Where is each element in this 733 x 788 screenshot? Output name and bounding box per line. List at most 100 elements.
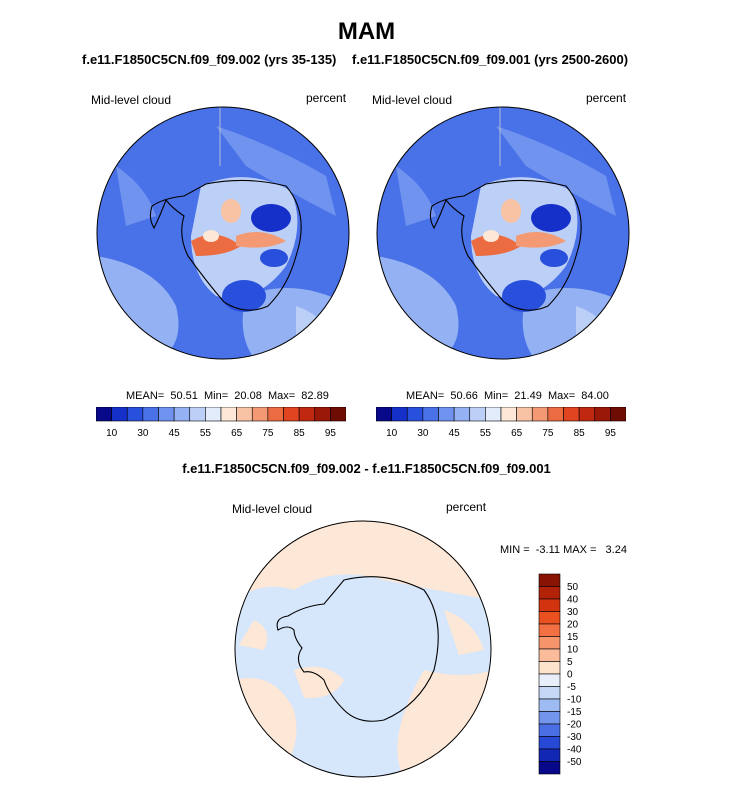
diff-colorbar-swatch — [538, 686, 561, 700]
colorbar-swatch — [205, 407, 222, 422]
diff-colorbar-swatch — [538, 711, 561, 725]
colorbar-swatch — [330, 407, 346, 422]
panel1-mean-value: 50.51 — [170, 390, 198, 402]
diff-colorbar-tick-label: 40 — [567, 595, 579, 606]
diff-colorbar-swatch — [538, 648, 561, 662]
diff-colorbar-tick-label: 5 — [567, 657, 573, 668]
panel1-stats: MEAN= 50.51 Min= 20.08 Max= 82.89 — [126, 390, 329, 402]
colorbar-swatch — [422, 407, 439, 422]
panel2-max-value: 84.00 — [581, 390, 609, 402]
colorbar-swatch — [158, 407, 175, 422]
panel2-run-title: f.e11.F1850C5CN.f09_f09.001 (yrs 2500-26… — [352, 52, 629, 67]
colorbar-tick-label: 65 — [511, 428, 523, 439]
panel2-min-label: Min= — [484, 390, 509, 402]
panel1-min-label: Min= — [204, 390, 229, 402]
diff-colorbar-swatch — [538, 673, 561, 687]
colorbar-swatch — [283, 407, 300, 422]
diff-colorbar-swatch — [538, 661, 561, 675]
diff-colorbar-tick-label: 10 — [567, 645, 579, 656]
colorbar-swatch — [314, 407, 331, 422]
panel2-variable-label: Mid-level cloud — [372, 93, 453, 107]
colorbar-tick-label: 10 — [106, 428, 118, 439]
colorbar-swatch — [563, 407, 580, 422]
colorbar-swatch — [500, 407, 517, 422]
panel1-polar-map — [96, 106, 350, 360]
colorbar-swatch — [469, 407, 486, 422]
colorbar-swatch — [251, 407, 269, 422]
diff-colorbar-tick-label: 50 — [567, 582, 579, 593]
panel1-run-title: f.e11.F1850C5CN.f09_f09.002 (yrs 35-135) — [82, 52, 337, 67]
colorbar-swatch — [406, 407, 424, 422]
diff-colorbar-swatch — [538, 736, 561, 750]
colorbar-swatch — [438, 407, 455, 422]
diff-colorbar-tick-label: 20 — [567, 620, 579, 631]
colorbar-tick-label: 30 — [137, 428, 149, 439]
panel1-units-label: percent — [306, 91, 347, 105]
panel1-colorbar: 10 30 45 55 65 75 85 95 — [96, 407, 346, 439]
colorbar-swatch — [126, 407, 144, 422]
panel2-max-label: Max= — [547, 390, 576, 402]
diff-colorbar-swatch — [538, 636, 561, 650]
colorbar-swatch — [189, 407, 206, 422]
diff-units-label: percent — [446, 500, 487, 514]
colorbar-tick-label: 65 — [231, 428, 243, 439]
colorbar-swatch — [516, 407, 533, 422]
colorbar-tick-label: 95 — [605, 428, 617, 439]
colorbar-swatch — [96, 407, 112, 422]
diff-colorbar-tick-label: -5 — [567, 682, 576, 693]
diff-minmax-text: MIN = -3.11 MAX = 3.24 — [500, 544, 627, 556]
colorbar-tick-label: 95 — [325, 428, 337, 439]
colorbar-swatch — [298, 407, 316, 422]
panel2-polar-map — [376, 106, 630, 360]
colorbar-tick-label: 45 — [449, 428, 461, 439]
panel1-min-value: 20.08 — [234, 390, 262, 402]
colorbar-tick-label: 75 — [542, 428, 554, 439]
colorbar-swatch — [547, 407, 564, 422]
colorbar-tick-label: 85 — [294, 428, 306, 439]
colorbar-tick-label: 75 — [262, 428, 274, 439]
colorbar-swatch — [236, 407, 253, 422]
colorbar-tick-label: 55 — [200, 428, 212, 439]
colorbar-swatch — [220, 407, 237, 422]
colorbar-tick-label: 55 — [480, 428, 492, 439]
colorbar-swatch — [391, 407, 408, 422]
panel1-max-value: 82.89 — [301, 390, 329, 402]
colorbar-swatch — [376, 407, 392, 422]
colorbar-swatch — [142, 407, 159, 422]
colorbar-swatch — [485, 407, 502, 422]
diff-title: f.e11.F1850C5CN.f09_f09.002 - f.e11.F185… — [182, 461, 551, 476]
diff-colorbar-tick-label: -30 — [567, 732, 582, 743]
diff-colorbar-swatch — [538, 761, 561, 775]
panel2-stats: MEAN= 50.66 Min= 21.49 Max= 84.00 — [406, 390, 609, 402]
diff-colorbar-tick-label: -20 — [567, 720, 582, 731]
diff-variable-label: Mid-level cloud — [232, 502, 313, 516]
diff-colorbar-swatch — [538, 611, 561, 625]
diff-colorbar-tick-label: -15 — [567, 707, 582, 718]
panel1-variable-label: Mid-level cloud — [91, 93, 172, 107]
panel2-mean-label: MEAN= — [406, 390, 445, 402]
colorbar-swatch — [267, 407, 284, 422]
diff-colorbar-swatch — [538, 598, 561, 612]
panel2-min-value: 21.49 — [514, 390, 542, 402]
diff-colorbar-tick-label: -40 — [567, 745, 582, 756]
figure-title: MAM — [337, 18, 396, 45]
diff-polar-map — [234, 520, 492, 778]
panel2-mean-value: 50.66 — [450, 390, 478, 402]
panel1-max-label: Max= — [267, 390, 296, 402]
panel2-units-label: percent — [586, 91, 627, 105]
diff-colorbar-tick-label: 30 — [567, 607, 579, 618]
colorbar-tick-label: 85 — [574, 428, 586, 439]
colorbar-swatch — [173, 407, 191, 422]
diff-colorbar-tick-label: -10 — [567, 695, 582, 706]
diff-colorbar-swatch — [538, 573, 561, 587]
colorbar-swatch — [453, 407, 471, 422]
panel2-colorbar: 10 30 45 55 65 75 85 95 — [376, 407, 626, 439]
diff-colorbar-swatch — [538, 586, 561, 600]
diff-colorbar-tick-label: 0 — [567, 670, 573, 681]
colorbar-tick-label: 30 — [417, 428, 429, 439]
colorbar-swatch — [578, 407, 596, 422]
colorbar-swatch — [531, 407, 549, 422]
diff-colorbar-tick-label: -50 — [567, 757, 582, 768]
colorbar-tick-label: 45 — [169, 428, 181, 439]
